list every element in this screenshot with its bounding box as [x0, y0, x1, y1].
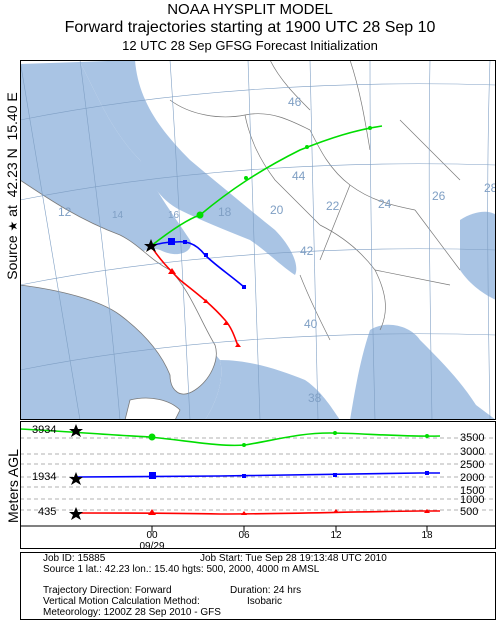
profile-2000m-point: [242, 474, 246, 478]
profile-start-star-icon: [69, 507, 83, 520]
profile-2000m-point: [149, 472, 156, 479]
trajectory-4000m-point: [244, 176, 248, 180]
start-level-2000m: 1934: [32, 471, 57, 483]
graticule: [20, 60, 496, 420]
axis-level-2500: 2500: [460, 459, 485, 471]
trajectory-map: 12 14 16 18 20 22 24 26 28 46 44 42 40 3…: [20, 60, 496, 420]
trajectory-2000m-line: [150, 240, 245, 288]
profile-2000m-point: [425, 471, 429, 475]
axis-level-3500: 3500: [460, 432, 485, 444]
meridian-label-14: 14: [112, 210, 124, 221]
trajectory-2000m-point: [242, 285, 246, 289]
adriatic-sea: [80, 60, 297, 275]
parallel-label-40: 40: [304, 317, 318, 331]
aegean-sea: [350, 324, 496, 420]
profile-4000m-point: [425, 434, 429, 438]
meridian-label-24: 24: [378, 197, 392, 211]
meridian-label-22: 22: [326, 199, 340, 213]
profile-start-star-icon: [69, 424, 83, 437]
start-level-500m: 435: [38, 506, 57, 518]
profile-start-star-icon: [69, 472, 83, 485]
title-initialization: 12 UTC 28 Sep GFSG Forecast Initializati…: [122, 38, 378, 53]
job-info-box: [20, 552, 496, 620]
time-tick-18: 18: [421, 530, 433, 541]
vertical-motion-label: Vertical Motion Calculation Method:: [43, 596, 200, 607]
meters-agl-label: Meters AGL: [5, 449, 21, 523]
time-tick-00: 00: [146, 530, 158, 541]
trajectory-500m-point: [203, 299, 209, 303]
parallel-label-46: 46: [288, 95, 302, 109]
profile-4000m-point: [148, 433, 156, 441]
parallel-label-38: 38: [308, 391, 322, 405]
trajectory-4000m-line: [150, 125, 383, 247]
ionian-sea: [205, 360, 340, 420]
trajectory-4000m-point: [196, 211, 204, 219]
black-sea: [460, 211, 496, 300]
profile-4000m-point: [242, 443, 246, 447]
job-start: Job Start: Tue Sep 28 19:13:48 UTC 2010: [200, 553, 387, 564]
meridian-label-28: 28: [484, 181, 496, 195]
profile-4000m-point: [333, 431, 337, 435]
profile-500m-point: [333, 509, 339, 513]
trajectory-4000m-point: [368, 126, 372, 130]
meridian-label-16: 16: [168, 210, 180, 221]
axis-level-3000: 3000: [460, 446, 485, 458]
meridian-label-26: 26: [432, 189, 446, 203]
source-latitude: 42.23 N: [4, 148, 20, 198]
time-tick-06: 06: [238, 530, 250, 541]
trajectory-2000m-point: [183, 240, 187, 244]
profile-2000m-line: [75, 472, 440, 478]
profile-500m-line: [75, 510, 440, 515]
trajectory-4000m-point: [305, 145, 309, 149]
title-model: NOAA HYSPLIT MODEL: [167, 1, 333, 18]
parallel-label-42: 42: [300, 244, 314, 258]
profile-2000m-point: [333, 473, 337, 477]
title-trajectories: Forward trajectories starting at 1900 UT…: [64, 19, 436, 36]
trajectory-direction: Trajectory Direction: Forward: [43, 585, 172, 596]
parallel-label-44: 44: [292, 169, 306, 183]
source-star-icon: [144, 239, 158, 252]
source-info: Source 1 lat.: 42.23 lon.: 15.40 hgts: 5…: [43, 564, 320, 575]
at-word: at: [4, 205, 20, 217]
meteorology: Meteorology: 1200Z 28 Sep 2010 - GFS: [43, 607, 221, 618]
date-label: 09/29: [139, 541, 165, 552]
job-id: Job ID: 15885: [43, 553, 106, 564]
meridian-label-20: 20: [270, 203, 284, 217]
time-tick-12: 12: [330, 530, 342, 541]
trajectory-2000m-point: [204, 253, 208, 257]
height-profile: [20, 421, 496, 549]
source-longitude: 15.40 E: [4, 92, 20, 141]
axis-level-1500: 1500: [460, 485, 485, 497]
trajectory-500m-point: [168, 268, 176, 274]
meridian-label-18: 18: [218, 205, 232, 219]
start-level-4000m: 3934: [32, 424, 57, 436]
axis-level-1000: 1000: [460, 494, 485, 506]
vertical-motion-value: Isobaric: [247, 596, 283, 607]
map-frame: [20, 60, 496, 420]
country-borders: [169, 60, 461, 341]
trajectory-duration: Duration: 24 hrs: [230, 585, 302, 596]
source-location-label: Source ★ at 42.23 N 15.40 E: [4, 56, 20, 316]
axis-level-500: 500: [460, 506, 479, 518]
meridian-label-12: 12: [58, 205, 72, 219]
trajectory-500m-point: [223, 321, 229, 325]
profile-frame: [20, 421, 496, 549]
sicily: [124, 397, 181, 420]
trajectory-500m-line: [150, 245, 239, 347]
axis-level-2000: 2000: [460, 472, 485, 484]
italy-coast: [20, 179, 217, 395]
trajectory-2000m-point: [168, 238, 175, 245]
source-word: Source: [4, 235, 20, 280]
profile-500m-point: [241, 511, 247, 515]
profile-4000m-line: [20, 428, 441, 447]
source-star-icon: ★: [6, 220, 20, 232]
profile-500m-point: [424, 509, 430, 513]
trajectory-500m-point: [235, 343, 241, 347]
profile-500m-point: [148, 509, 156, 515]
